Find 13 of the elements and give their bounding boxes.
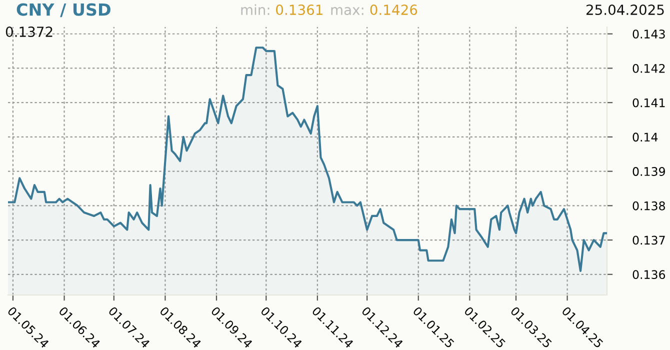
y-tick-label: 0.137 [632, 236, 665, 245]
chart-title: CNY / USD [16, 3, 110, 18]
text: 25.04.2025 [586, 4, 664, 16]
y-tick-label: 0.139 [632, 167, 665, 176]
y-tick-label: 0.14 [632, 132, 658, 142]
y-tick-label: 0.142 [632, 64, 665, 73]
text: min: 0.1361 [241, 4, 322, 16]
y-tick-label: 0.143 [632, 30, 665, 39]
text: max: 0.1426 [331, 4, 418, 16]
y-tick-label: 0.141 [632, 98, 665, 108]
y-tick-label: 0.138 [632, 201, 665, 210]
annotation: 0.1372 [6, 26, 52, 38]
y-tick-label: 0.136 [632, 270, 666, 280]
